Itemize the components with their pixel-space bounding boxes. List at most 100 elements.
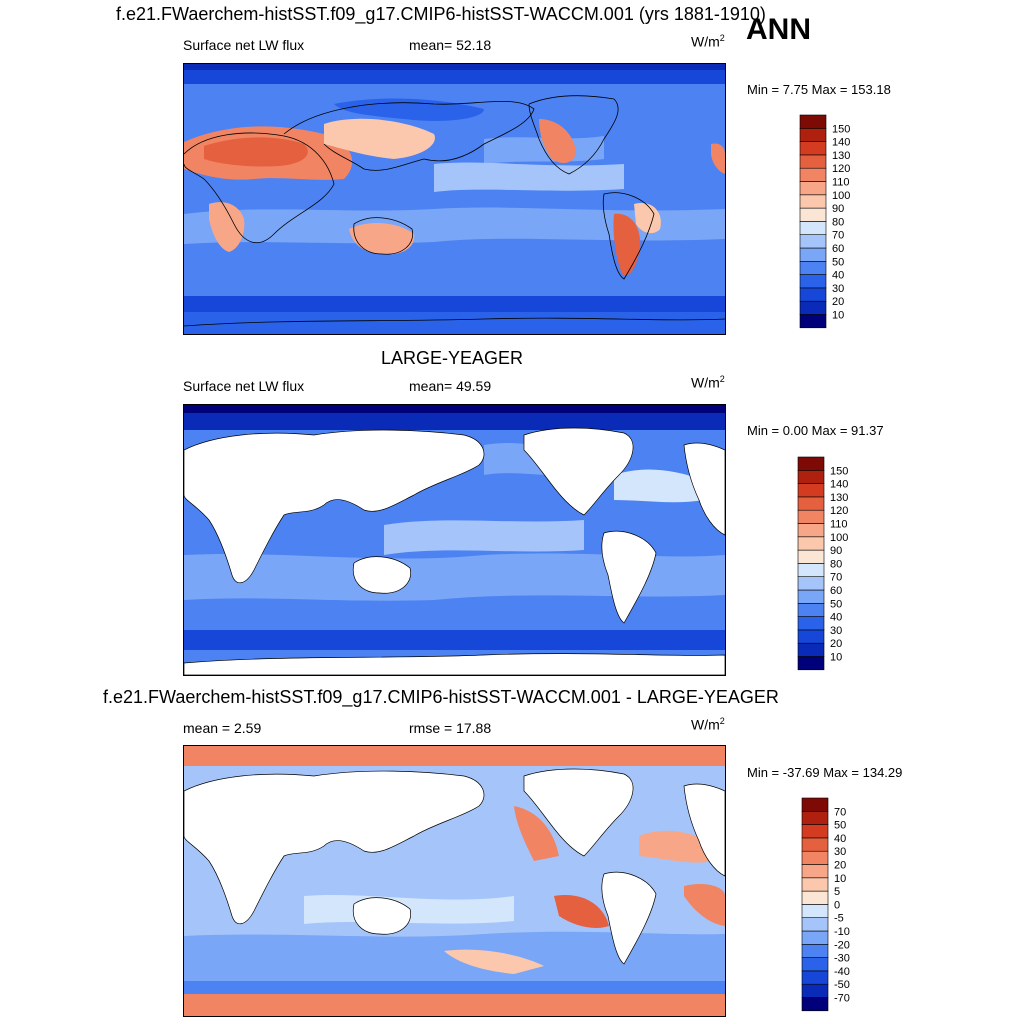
colorbar-swatch [801, 944, 829, 958]
colorbar-swatch [799, 221, 827, 236]
colorbar-level-label: -5 [834, 913, 844, 925]
colorbar-level-label: 50 [832, 256, 844, 268]
colorbar-swatch [801, 983, 829, 998]
colorbar-level-label: 120 [830, 505, 848, 517]
colorbar-level-label: 100 [832, 190, 850, 202]
colorbar-swatch [797, 549, 825, 564]
panel-diff-minmax: Min = -37.69 Max = 134.29 [747, 765, 903, 780]
colorbar-swatch [799, 314, 827, 329]
colorbar-level-label: 30 [834, 846, 846, 858]
colorbar-swatch [797, 470, 825, 484]
panel-model-mean: mean= 52.18 [409, 37, 492, 53]
colorbar-level-label: 60 [830, 585, 842, 597]
colorbar-swatch [801, 824, 829, 839]
colorbar-swatch [797, 456, 825, 471]
colorbar-level-label: 100 [830, 532, 848, 544]
panel-obs-colorbar: 10 20 30 40 50 60 70 80 90 100 110 120 130 140 150 [797, 456, 858, 671]
colorbar-level-label: 20 [834, 860, 846, 872]
colorbar-level-label: -30 [834, 953, 850, 965]
panel-model-colorbar: 10 20 30 40 50 60 70 80 90 100 110 120 130 140 150 [799, 114, 860, 329]
colorbar-swatch [797, 603, 825, 617]
colorbar-level-label: 140 [832, 137, 850, 149]
colorbar-swatch [801, 877, 829, 892]
colorbar-level-label: 50 [830, 598, 842, 610]
colorbar-level-label: 40 [834, 833, 846, 845]
colorbar-swatch [799, 128, 827, 142]
colorbar-level-label: 120 [832, 163, 850, 175]
colorbar-swatch [801, 997, 829, 1012]
colorbar-swatch [799, 207, 827, 222]
colorbar-level-label: 30 [832, 283, 844, 295]
obs-map-svg [184, 405, 725, 675]
colorbar-level-label: 0 [834, 899, 840, 911]
colorbar-swatch [801, 890, 829, 905]
colorbar-level-label: 150 [830, 465, 848, 477]
colorbar-level-label: 70 [832, 230, 844, 242]
panel-diff-mean: mean = 2.59 [183, 720, 262, 736]
colorbar-swatch [797, 496, 825, 511]
panel-model-variable: Surface net LW flux [183, 37, 305, 53]
colorbar-level-label: 70 [830, 572, 842, 584]
panel-diff-title: f.e21.FWaerchem-histSST.f09_g17.CMIP6-hi… [103, 687, 779, 707]
colorbar-swatch [801, 850, 829, 865]
panel-model-units: W/m2 [691, 33, 725, 50]
colorbar-level-label: -70 [834, 993, 850, 1005]
colorbar-level-label: 20 [832, 296, 844, 308]
colorbar-level-label: 40 [832, 270, 844, 282]
colorbar-swatch [799, 167, 827, 182]
colorbar-level-label: 40 [830, 612, 842, 624]
colorbar-swatch [797, 642, 825, 657]
colorbar-swatch [797, 656, 825, 671]
colorbar-level-label: 130 [830, 492, 848, 504]
colorbar-swatch [801, 811, 829, 825]
model-map-svg [184, 64, 725, 334]
diff-map-svg [184, 746, 725, 1016]
colorbar-level-label: 130 [832, 150, 850, 162]
colorbar-level-label: 10 [832, 310, 844, 322]
colorbar-level-label: 90 [830, 545, 842, 557]
colorbar-swatch [797, 629, 825, 644]
colorbar-swatch [799, 194, 827, 209]
colorbar-level-label: 150 [832, 123, 850, 135]
case-title: f.e21.FWaerchem-histSST.f09_g17.CMIP6-hi… [116, 4, 766, 24]
colorbar-level-label: 10 [834, 873, 846, 885]
colorbar-swatch [799, 154, 827, 169]
colorbar-swatch [801, 930, 829, 945]
panel-obs-units: W/m2 [691, 374, 725, 391]
colorbar-swatch [797, 616, 825, 631]
colorbar-swatch [799, 234, 827, 249]
colorbar-swatch [799, 141, 827, 156]
colorbar-level-label: 30 [830, 625, 842, 637]
colorbar-swatch [799, 274, 827, 289]
colorbar-swatch [801, 904, 829, 919]
colorbar-level-label: 80 [830, 558, 842, 570]
panel-obs-variable: Surface net LW flux [183, 378, 305, 394]
colorbar-level-label: 60 [832, 243, 844, 255]
colorbar-level-label: -10 [834, 926, 850, 938]
colorbar-level-label: 80 [832, 216, 844, 228]
colorbar-swatch [797, 563, 825, 578]
colorbar-level-label: -20 [834, 939, 850, 951]
colorbar-level-label: 50 [834, 820, 846, 832]
panel-obs-mean: mean= 49.59 [409, 378, 492, 394]
panel-diff-units: W/m2 [691, 716, 725, 733]
panel-obs-title: LARGE-YEAGER [381, 348, 524, 368]
colorbar-level-label: 140 [830, 479, 848, 491]
panel-obs-minmax: Min = 0.00 Max = 91.37 [747, 423, 884, 438]
panel-diff-map [183, 745, 726, 1017]
colorbar-level-label: -40 [834, 966, 850, 978]
colorbar-swatch [799, 287, 827, 302]
colorbar-level-label: 5 [834, 886, 840, 898]
panel-diff-colorbar: -70 -50 -40 -30 -20 -10 -5 0 5 10 20 30 40 50 70 [801, 797, 862, 1012]
panel-obs-map [183, 404, 726, 676]
colorbar-swatch [797, 589, 825, 604]
colorbar-level-label: 110 [832, 177, 850, 189]
colorbar-swatch [801, 970, 829, 985]
season-label: ANN [746, 13, 811, 46]
colorbar-swatch [801, 917, 829, 932]
colorbar-swatch [799, 181, 827, 196]
colorbar-level-label: 90 [832, 203, 844, 215]
colorbar-level-label: 110 [830, 519, 848, 531]
colorbar-swatch [801, 837, 829, 852]
colorbar-swatch [799, 300, 827, 315]
